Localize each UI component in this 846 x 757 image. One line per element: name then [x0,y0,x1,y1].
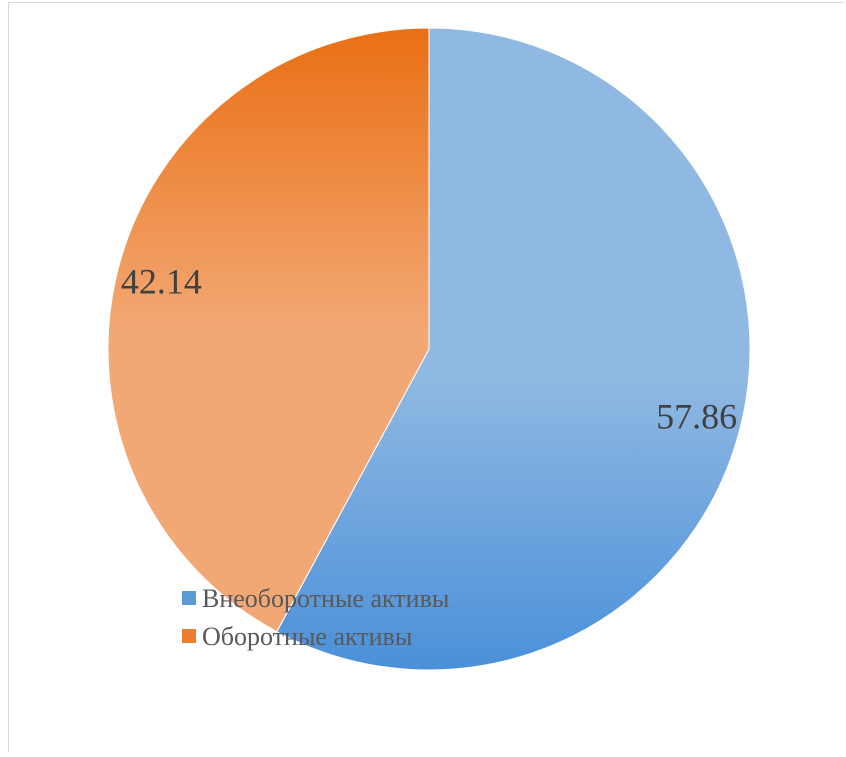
chart-frame [8,2,844,752]
legend-swatch-1 [182,591,196,605]
pie-slice-1 [276,27,751,671]
legend-label-1: Внеоборотные активы [202,584,449,613]
legend-swatch-2 [182,629,196,643]
legend-label-2: Оборотные активы [202,622,412,651]
data-label-2: 42.14 [121,262,202,302]
data-label-1: 57.86 [656,396,737,436]
pie-data-labels: 57.86 42.14 [121,262,737,437]
pie-slice-2 [107,27,430,633]
chart-legend: Внеоборотные активы Оборотные активы [182,584,449,651]
pie-slices [107,27,751,671]
